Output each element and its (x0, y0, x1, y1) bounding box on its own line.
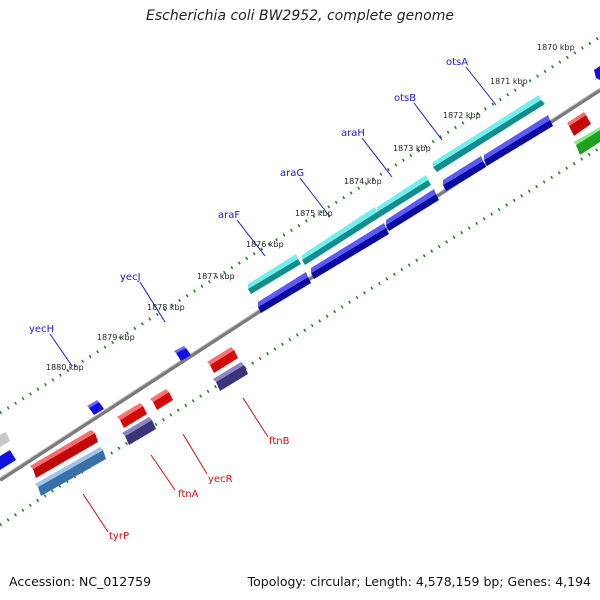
gene-label-otsB[interactable]: otsB (394, 93, 416, 104)
kbp-label-1876: 1876 kbp (246, 240, 284, 249)
gene-right-red-bar (567, 112, 591, 136)
gene-pointers-bottom (82, 397, 269, 533)
gene-tyrP-steel-bar (35, 447, 106, 496)
gene-blue-otsB (443, 156, 486, 191)
gene-blue-otsA (484, 115, 553, 166)
gene-right-blue-bar (594, 66, 600, 80)
topology-label: Topology: circular; Length: 4,578,159 bp… (247, 574, 591, 589)
kbp-label-1870: 1870 kbp (537, 43, 575, 52)
gene-label-yecJ[interactable]: yecJ (120, 272, 141, 283)
outer-tick-ring (0, 35, 600, 415)
gene-left-gray-bar (0, 432, 10, 447)
map-title: Escherichia coli BW2952, complete genome (146, 8, 454, 24)
gene-ftnB-red-bar (207, 347, 238, 373)
gene-blue-araH (386, 189, 439, 231)
gene-label-araF[interactable]: araF (218, 210, 240, 221)
inner-tick-ring (0, 146, 600, 527)
gene-ftnA-red-bar (117, 403, 147, 428)
kbp-label-1875: 1875 kbp (295, 209, 333, 218)
gene-araG-bar (302, 207, 380, 265)
gene-label-tyrP[interactable]: tyrP (109, 531, 129, 542)
gene-left-blue-bar (0, 450, 16, 470)
kbp-label-1874: 1874 kbp (344, 177, 382, 186)
gene-yecR-red-bar (150, 389, 173, 410)
gene-ftnA-purple-bar (122, 417, 156, 445)
gene-otsB-araH-bar (377, 175, 431, 217)
gene-label-yecH[interactable]: yecH (29, 324, 54, 335)
kbp-label-1879: 1879 kbp (97, 333, 135, 342)
gene-araF-bar (248, 254, 301, 294)
kbp-label-1871: 1871 kbp (490, 77, 528, 86)
gene-blue-araF (258, 272, 311, 313)
gene-blue-araG (311, 223, 389, 279)
gene-yecH-bar (87, 400, 104, 415)
kbp-label-1878: 1878 kbp (147, 303, 185, 312)
gene-label-araH[interactable]: araH (341, 128, 365, 139)
gene-otsA-bar (433, 95, 545, 172)
gene-label-araG[interactable]: araG (280, 168, 304, 179)
gene-yecJ-bar (174, 346, 191, 361)
gene-label-yecR[interactable]: yecR (208, 474, 233, 485)
gene-ftnB-purple-bar (213, 362, 248, 391)
gene-right-green-bar (574, 127, 600, 155)
kbp-label-1877: 1877 kbp (197, 272, 235, 281)
kbp-label-1873: 1873 kbp (393, 144, 431, 153)
accession-label: Accession: NC_012759 (9, 574, 152, 589)
gene-label-otsA[interactable]: otsA (446, 57, 468, 68)
kbp-label-1880: 1880 kbp (46, 363, 84, 372)
gene-label-ftnB[interactable]: ftnB (269, 436, 290, 447)
kbp-label-1872: 1872 kbp (443, 111, 481, 120)
gene-label-ftnA[interactable]: ftnA (178, 489, 199, 500)
gene-pointers-top (49, 66, 497, 367)
gene-tyrP-red-bar (30, 430, 98, 478)
